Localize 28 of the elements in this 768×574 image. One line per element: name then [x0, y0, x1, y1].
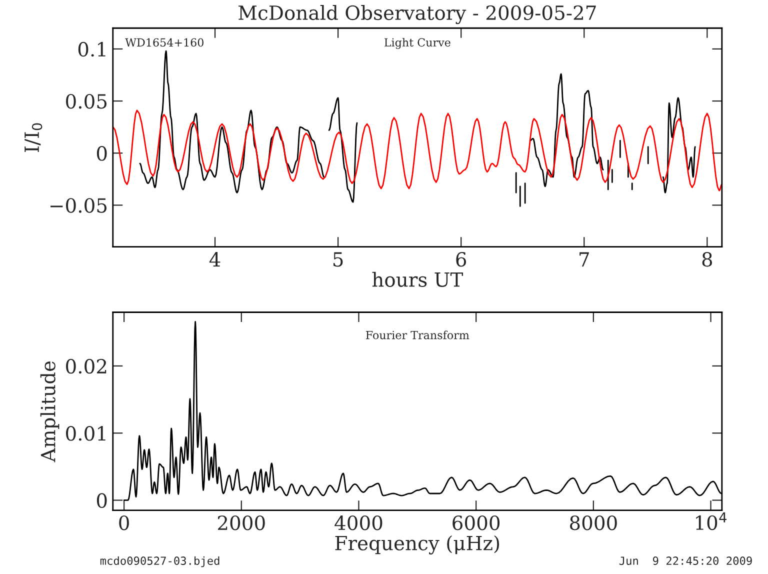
x-tick-label: 0	[119, 515, 129, 530]
x-tick-label: 6000	[452, 515, 500, 530]
y-tick-label: −0.05	[50, 198, 107, 213]
x-tick-label: 5	[334, 252, 343, 267]
annotation: Light Curve	[384, 38, 450, 49]
y-tick-label: 0.05	[66, 94, 107, 109]
x-tick-label: 6	[456, 252, 466, 267]
x-tick-label: 8	[702, 252, 712, 267]
y-tick-label: 0	[96, 146, 107, 161]
annotation: WD1654+160	[125, 38, 204, 47]
y-axis-title: I/I$_{0}$	[24, 123, 42, 152]
x-axis-title: Frequency (μHz)	[335, 535, 500, 554]
x-tick-label: 4	[209, 252, 220, 266]
x-tick-label: 7	[580, 252, 589, 266]
annotation: Fourier Transform	[366, 330, 470, 340]
y-tick-label: 0.1	[78, 42, 106, 57]
x-tick-label: 10$^{4}$	[696, 512, 726, 530]
text: Jun 9 22:45:20 2009	[619, 556, 752, 565]
x-tick-label: 4000	[334, 515, 382, 530]
y-tick-label: 0	[96, 493, 107, 508]
chart-title: McDonald Observatory - 2009-05-27	[238, 5, 596, 24]
y-axis-title: Amplitude	[40, 361, 60, 462]
y-tick-label: 0.01	[66, 426, 106, 441]
text: mcdo090527-03.bjed	[100, 556, 220, 568]
x-tick-label: 8000	[570, 515, 617, 530]
x-axis-title: hours UT	[372, 272, 463, 287]
y-tick-label: 0.02	[66, 358, 106, 374]
x-tick-label: 2000	[218, 515, 265, 530]
